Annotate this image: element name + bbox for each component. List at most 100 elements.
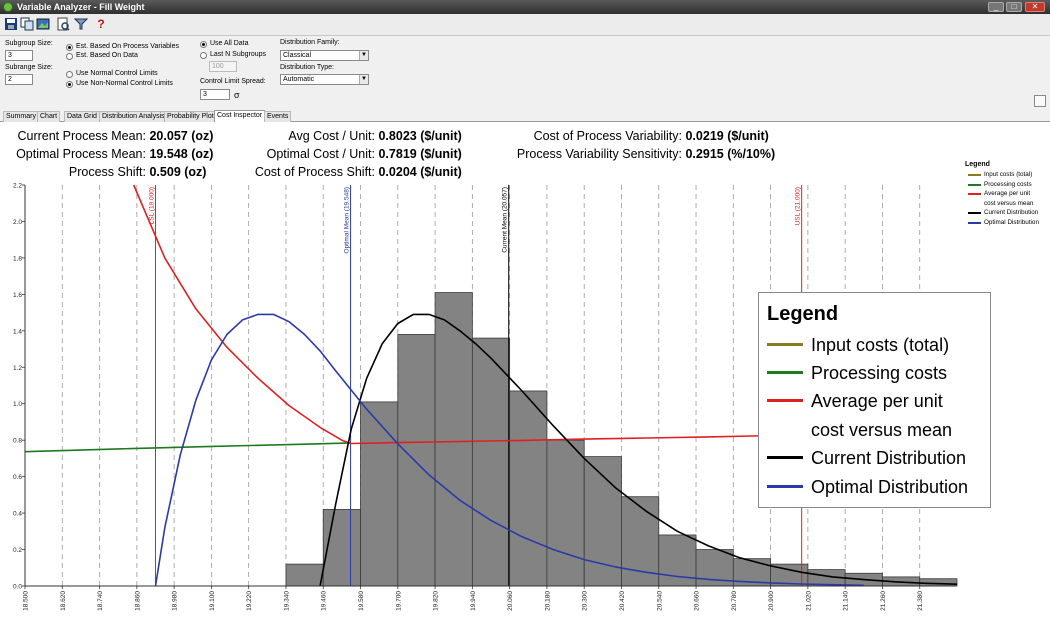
window-title: Variable Analyzer - Fill Weight: [17, 2, 145, 12]
side-legend-item-average-cost-cont: cost versus mean: [965, 199, 1049, 209]
legend-label: cost versus mean: [811, 420, 953, 440]
tab-data-grid[interactable]: Data Grid: [64, 111, 100, 122]
help-icon[interactable]: ?: [97, 17, 105, 31]
histogram-bar: [509, 390, 548, 587]
use-all-data-radio[interactable]: [200, 41, 207, 48]
est-process-variables-radio[interactable]: [66, 44, 73, 51]
legend-label: Optimal Distribution: [811, 477, 969, 497]
legend-item-input-costs: Input costs (total): [767, 331, 949, 359]
optimal-cost-value: 0.7819 ($/unit): [378, 147, 462, 161]
stats-column-1: Current Process Mean: 20.057 (oz) Optima…: [10, 127, 213, 183]
reference-line-label: LSL (19.000): [148, 187, 155, 224]
legend-label: Input costs (total): [811, 335, 950, 355]
x-tick-label: 21.260: [880, 591, 887, 611]
est-on-data-radio[interactable]: [66, 53, 73, 60]
optimal-mean-label: Optimal Process Mean:: [16, 147, 146, 161]
side-legend-item-optimal-distribution: Optimal Distribution: [965, 218, 1049, 228]
close-button[interactable]: ✕: [1025, 2, 1045, 12]
x-tick-label: 18.740: [97, 591, 104, 611]
filter-icon[interactable]: [74, 17, 88, 31]
control-limit-spread-input[interactable]: 3: [200, 89, 230, 100]
current-mean-value: 20.057 (oz): [149, 129, 214, 143]
histogram-bar: [285, 563, 324, 587]
last-n-input[interactable]: 100: [209, 61, 237, 72]
non-normal-limits-radio[interactable]: [66, 81, 73, 88]
x-tick-label: 20.660: [694, 591, 701, 611]
legend-swatch: [968, 212, 981, 215]
copy-icon[interactable]: [20, 17, 34, 31]
tab-distribution-analysis[interactable]: Distribution Analysis: [99, 111, 168, 122]
y-tick-label: 2.0: [13, 219, 22, 226]
legend-swatch: [767, 485, 803, 489]
x-tick-label: 18.860: [134, 591, 141, 611]
settings-panel: Subgroup Size: 3 Subrange Size: 2 Est. B…: [0, 36, 1050, 110]
sigma-symbol: σ: [234, 90, 240, 100]
tab-chart[interactable]: Chart: [37, 111, 61, 122]
maximize-button[interactable]: □: [1006, 2, 1022, 12]
tab-probability-plot[interactable]: Probability Plot: [164, 111, 217, 122]
subrange-size-label: Subrange Size:: [5, 64, 53, 71]
tab-strip: Summary Chart Data Grid Distribution Ana…: [0, 110, 1050, 122]
image-icon[interactable]: [36, 17, 50, 31]
distribution-family-value: Classical: [283, 52, 312, 59]
legend-label: Average per unit: [811, 391, 943, 411]
series-line: [319, 313, 958, 587]
side-legend-item-input-costs: Input costs (total): [965, 170, 1049, 180]
minimize-button[interactable]: _: [988, 2, 1004, 12]
normal-limits-label: Use Normal Control Limits: [76, 70, 158, 77]
side-legend-label: Optimal Distribution: [984, 218, 1039, 226]
subrange-size-input[interactable]: 2: [5, 74, 33, 85]
process-shift-label: Process Shift:: [68, 165, 146, 179]
print-preview-icon[interactable]: [56, 17, 70, 31]
last-n-subgroups-radio[interactable]: [200, 52, 207, 59]
est-process-variables-label: Est. Based On Process Variables: [76, 43, 179, 50]
pin-icon[interactable]: [1034, 95, 1046, 107]
distribution-type-label: Distribution Type:: [280, 64, 334, 71]
last-n-subgroups-label: Last N Subgroups: [210, 51, 267, 58]
histogram-bar: [471, 337, 511, 587]
x-tick-label: 19.940: [470, 591, 477, 611]
distribution-family-select[interactable]: Classical ▼: [280, 50, 369, 61]
legend-item-current-distribution: Current Distribution: [767, 444, 966, 472]
x-tick-label: 19.700: [395, 591, 402, 611]
normal-limits-radio[interactable]: [66, 71, 73, 78]
x-tick-label: 21.380: [917, 591, 924, 611]
variability-sensitivity-label: Process Variability Sensitivity:: [516, 147, 682, 161]
x-tick-label: 21.140: [843, 591, 850, 611]
legend-swatch: [767, 343, 803, 347]
side-legend-label: cost versus mean: [984, 199, 1034, 207]
y-tick-label: 1.8: [13, 255, 22, 262]
side-legend-label: Processing costs: [984, 180, 1032, 188]
tab-events[interactable]: Events: [264, 111, 292, 122]
variability-sensitivity-value: 0.2915 (%/10%): [685, 147, 776, 161]
est-on-data-label: Est. Based On Data: [76, 52, 138, 59]
x-tick-label: 19.340: [283, 591, 290, 611]
distribution-type-select[interactable]: Automatic ▼: [280, 74, 369, 85]
x-tick-label: 19.460: [321, 591, 328, 611]
y-tick-label: 1.4: [13, 328, 22, 335]
histogram-bar: [360, 401, 399, 587]
side-legend-label: Average per unit: [984, 190, 1031, 198]
process-shift-value: 0.509 (oz): [149, 165, 207, 179]
legend-swatch: [968, 193, 981, 196]
x-tick-label: 20.300: [582, 591, 589, 611]
side-legend-label: Input costs (total): [984, 171, 1033, 178]
x-tick-label: 19.220: [246, 591, 253, 611]
tab-cost-inspector[interactable]: Cost Inspector: [214, 110, 266, 122]
tab-summary[interactable]: Summary: [3, 111, 39, 122]
x-tick-label: 18.980: [172, 591, 179, 611]
app-icon: [3, 2, 13, 12]
save-icon[interactable]: [4, 17, 18, 31]
side-legend-label: Current Distribution: [984, 209, 1039, 217]
legend-label: Processing costs: [811, 363, 948, 383]
subgroup-size-input[interactable]: 3: [5, 50, 33, 61]
toolbar: ?: [0, 14, 1050, 36]
use-all-data-label: Use All Data: [210, 40, 249, 47]
cost-variability-value: 0.0219 ($/unit): [685, 129, 769, 143]
cost-variability-label: Cost of Process Variability:: [533, 129, 682, 143]
y-tick-label: 0.0: [13, 584, 22, 591]
x-tick-label: 19.580: [358, 591, 365, 611]
reference-line-label: Current Mean (20.057): [502, 187, 509, 253]
histogram-bar: [546, 439, 585, 587]
histogram-bar: [397, 334, 436, 587]
